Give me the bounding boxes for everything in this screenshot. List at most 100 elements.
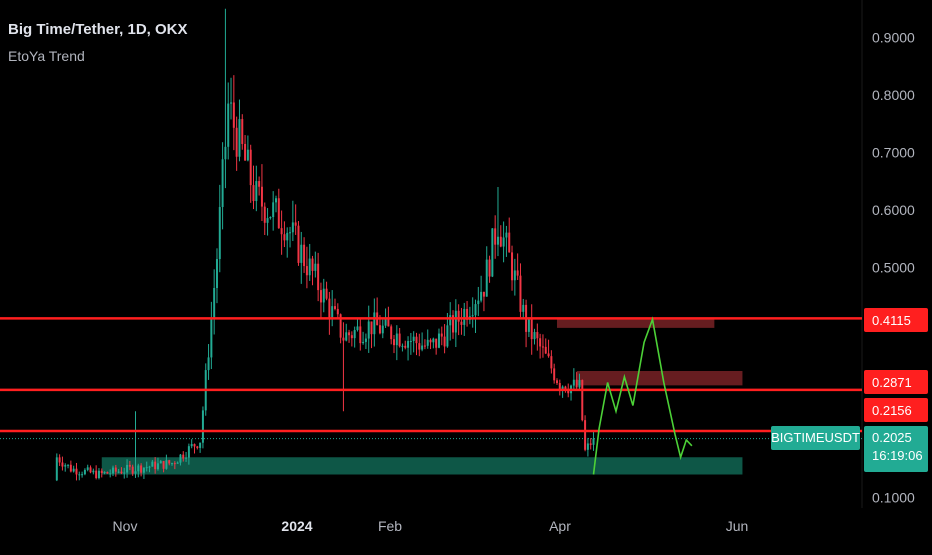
- candle-body: [78, 474, 81, 476]
- candle-body: [134, 471, 137, 474]
- candle-body: [67, 464, 70, 466]
- candle-body: [165, 460, 168, 469]
- candle-body: [227, 103, 230, 147]
- candle-body: [390, 326, 393, 340]
- candle-body: [123, 472, 126, 474]
- x-tick-label: Apr: [549, 518, 571, 534]
- candle-body: [466, 308, 469, 320]
- candle-body: [373, 312, 376, 335]
- candle-body: [387, 318, 390, 327]
- y-tick-label: 0.5000: [872, 260, 915, 276]
- candle-body: [215, 259, 218, 289]
- ticker-badge: BIGTIMEUSDT: [771, 426, 860, 450]
- candle-body: [381, 325, 384, 334]
- candle-body: [463, 308, 466, 325]
- support-zone: [101, 457, 743, 475]
- candle-body: [471, 315, 474, 317]
- candle-body: [508, 232, 511, 253]
- candle-body: [589, 443, 592, 445]
- candle-body: [176, 462, 179, 464]
- candle-body: [311, 258, 314, 271]
- candle-body: [145, 467, 148, 469]
- resistance-zone: [576, 371, 743, 386]
- candle-body: [151, 461, 154, 467]
- candle-body: [232, 102, 235, 128]
- candle-body: [502, 237, 505, 247]
- candle-body: [550, 356, 553, 369]
- candle-body: [541, 346, 544, 348]
- candle-body: [241, 119, 244, 144]
- candle-body: [168, 460, 171, 464]
- candle-body: [100, 470, 103, 474]
- candle-body: [314, 263, 317, 271]
- candle-body: [244, 143, 247, 161]
- candle-body: [199, 442, 202, 448]
- y-tick-label: 0.7000: [872, 145, 915, 161]
- candle-body: [182, 454, 185, 459]
- candle-body: [159, 461, 162, 464]
- candle-body: [255, 181, 258, 202]
- candle-body: [117, 471, 120, 473]
- candle-body: [353, 330, 356, 339]
- candle-body: [527, 317, 530, 332]
- candle-body: [114, 467, 117, 472]
- candle-body: [511, 252, 514, 281]
- candle-body: [522, 304, 525, 312]
- candle-body: [156, 463, 159, 470]
- candle-body: [294, 222, 297, 226]
- y-tick-label: 0.8000: [872, 87, 915, 103]
- level-price-label: 0.2156: [872, 403, 912, 418]
- candle-body: [395, 333, 398, 346]
- candle-body: [263, 206, 266, 223]
- candle-body: [305, 266, 308, 276]
- candle-body: [230, 102, 233, 104]
- candle-body: [75, 468, 78, 475]
- candle-body: [429, 339, 432, 343]
- candle-body: [505, 232, 508, 238]
- candle-body: [331, 306, 334, 319]
- x-tick-label: Jun: [726, 518, 749, 534]
- candle-body: [393, 339, 396, 346]
- candle-body: [97, 470, 100, 479]
- candle-body: [567, 390, 570, 394]
- candle-body: [249, 149, 252, 186]
- candle-body: [325, 288, 328, 299]
- last-price-value: 0.2025: [872, 430, 912, 445]
- candle-body: [131, 466, 134, 474]
- candle-body: [516, 270, 519, 276]
- candle-body: [359, 326, 362, 344]
- last-price-label: 0.2025 16:19:06: [864, 426, 928, 472]
- candle-body: [334, 306, 336, 309]
- candle-body: [407, 341, 410, 348]
- candle-body: [519, 275, 522, 312]
- candle-body: [61, 462, 64, 467]
- candle-body: [449, 315, 452, 326]
- candle-body: [106, 472, 109, 474]
- candle-body: [555, 380, 558, 384]
- level-price-tag: [864, 308, 928, 332]
- candle-body: [432, 338, 435, 343]
- symbol-title[interactable]: Big Time/Tether, 1D, OKX: [8, 21, 188, 38]
- candle-body: [345, 332, 348, 341]
- candle-body: [474, 304, 477, 316]
- y-tick-label: 0.1000: [872, 490, 915, 506]
- candle-body: [89, 467, 92, 473]
- candle-body: [142, 467, 145, 473]
- candle-body: [561, 386, 564, 390]
- candle-body: [454, 310, 457, 333]
- candle-body: [224, 146, 227, 160]
- candle-body: [120, 471, 123, 474]
- candle-body: [283, 234, 286, 241]
- candle-body: [533, 332, 536, 340]
- indicator-label[interactable]: EtoYa Trend: [8, 48, 85, 64]
- candle-body: [446, 325, 449, 347]
- candle-body: [269, 217, 272, 219]
- candle-body: [246, 149, 249, 161]
- candle-body: [55, 457, 58, 481]
- y-tick-label: 0.6000: [872, 202, 915, 218]
- candle-body: [530, 317, 533, 340]
- candle-body: [404, 345, 407, 348]
- candle-body: [238, 119, 241, 157]
